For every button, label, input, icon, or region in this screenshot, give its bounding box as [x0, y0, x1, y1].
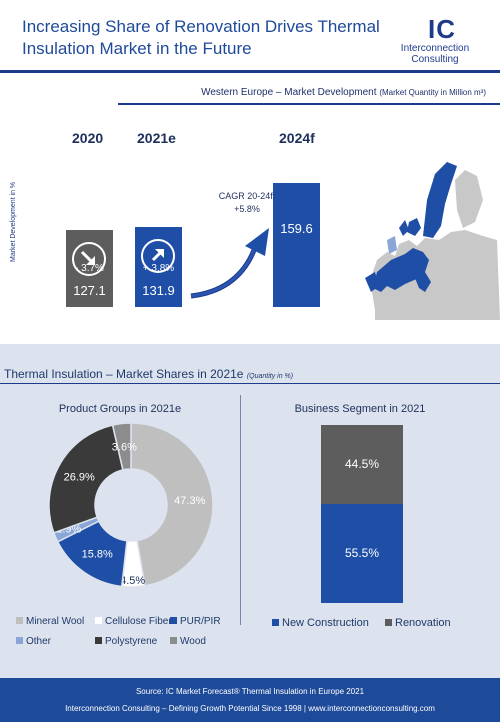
donut-slice-wood — [111, 422, 132, 471]
market-value-2024f: 159.6 — [280, 221, 313, 236]
legend-label: New Construction — [282, 617, 369, 629]
market-ylabel: Market Development in % — [10, 181, 17, 262]
donut-label-wood: 3.6% — [112, 441, 137, 453]
segment-bar-new-construction: 55.5% — [321, 504, 403, 603]
page-title: Increasing Share of Renovation Drives Th… — [22, 17, 380, 58]
shares-title: Thermal Insulation – Market Shares in 20… — [4, 367, 244, 381]
legend-label: Other — [26, 636, 52, 647]
legend-label: Wood — [180, 636, 206, 647]
header-rule — [0, 70, 500, 73]
donut-legend-item: Other — [16, 636, 51, 647]
header: Increasing Share of Renovation Drives Th… — [0, 0, 500, 74]
legend-label: PUR/PIR — [180, 616, 221, 627]
market-section-rule — [118, 103, 500, 105]
segment-legend-item: Renovation — [385, 617, 451, 629]
shares-section-title: Thermal Insulation – Market Shares in 20… — [4, 367, 293, 381]
year-label-2024f: 2024f — [279, 130, 315, 146]
donut-label-pur-pir: 15.8% — [82, 548, 113, 560]
year-label-2021e: 2021e — [137, 130, 176, 146]
donut-slice-polystyrene — [48, 424, 124, 534]
market-title: Western Europe – Market Development — [201, 87, 377, 98]
market-value-2021e: 131.9 — [142, 282, 175, 298]
europe-map-icon — [365, 162, 500, 320]
legend-swatch — [95, 617, 102, 624]
donut-label-polystyrene: 26.9% — [64, 472, 95, 484]
legend-swatch — [16, 637, 23, 644]
market-subtitle: (Market Quantity in Million m³) — [379, 88, 486, 97]
footer-source: Source: IC Market Forecast® Thermal Insu… — [135, 687, 365, 696]
logo-line-2: Consulting — [411, 54, 459, 65]
legend-swatch — [170, 617, 177, 624]
donut-legend-item: Cellulose Fiber — [95, 616, 172, 627]
product-groups-donut: 47.3%4.5%15.8%1.9%26.9%3.6% — [48, 422, 214, 588]
cagr-label: CAGR 20-24f: +5.8% — [212, 190, 282, 216]
market-value-2020: 127.1 — [73, 282, 106, 298]
donut-legend-item: PUR/PIR — [170, 616, 221, 627]
market-bar-2020: 127.1- 3.7% — [66, 229, 113, 307]
legend-swatch — [272, 619, 279, 626]
segment-legend-item: New Construction — [272, 617, 369, 629]
company-logo: IC Interconnection Consulting — [385, 14, 485, 66]
cagr-line-2: +5.8% — [234, 204, 260, 214]
segment-value-label: 55.5% — [344, 545, 380, 560]
donut-legend-item: Wood — [170, 636, 206, 647]
year-label-2020: 2020 — [72, 130, 104, 146]
shares-section-rule — [0, 383, 500, 384]
footer-tagline: Interconnection Consulting – Defining Gr… — [65, 704, 435, 713]
footer: Source: IC Market Forecast® Thermal Insu… — [0, 678, 500, 722]
panel-divider — [240, 395, 241, 625]
legend-swatch — [16, 617, 23, 624]
legend-swatch — [95, 637, 102, 644]
donut-label-cellulose-fiber: 4.5% — [120, 575, 145, 587]
legend-swatch — [170, 637, 177, 644]
segment-title: Business Segment in 2021 — [294, 403, 426, 415]
market-bar-2021e: 131.9 + 3.8% — [135, 227, 182, 307]
donut-slice-mineral-wool — [130, 422, 214, 587]
donut-legend-item: Mineral Wool — [16, 616, 84, 627]
legend-label: Cellulose Fiber — [105, 616, 172, 627]
cagr-line-1: CAGR 20-24f: — [218, 191, 276, 201]
logo-text: Interconnection Consulting — [385, 43, 485, 65]
market-section-title: Western Europe – Market Development (Mar… — [201, 87, 486, 98]
logo-mark: IC — [428, 14, 456, 44]
donut-title: Product Groups in 2021e — [58, 403, 182, 415]
market-bar-2024f: 159.6 — [273, 183, 320, 307]
down-arrow-icon — [72, 241, 106, 276]
up-arrow-icon — [141, 239, 175, 274]
legend-label: Mineral Wool — [26, 616, 85, 627]
shares-subtitle: (Quantity in %) — [246, 373, 294, 380]
segment-bar-renovation: 44.5% — [321, 425, 403, 505]
legend-label: Renovation — [395, 617, 451, 629]
legend-label: Polystyrene — [105, 636, 158, 647]
donut-label-mineral-wool: 47.3% — [174, 495, 205, 507]
donut-legend-item: Polystyrene — [95, 636, 157, 647]
growth-arrow-icon — [190, 228, 269, 299]
logo-line-1: Interconnection — [400, 43, 470, 54]
legend-swatch — [385, 619, 392, 626]
segment-value-label: 44.5% — [344, 456, 380, 471]
